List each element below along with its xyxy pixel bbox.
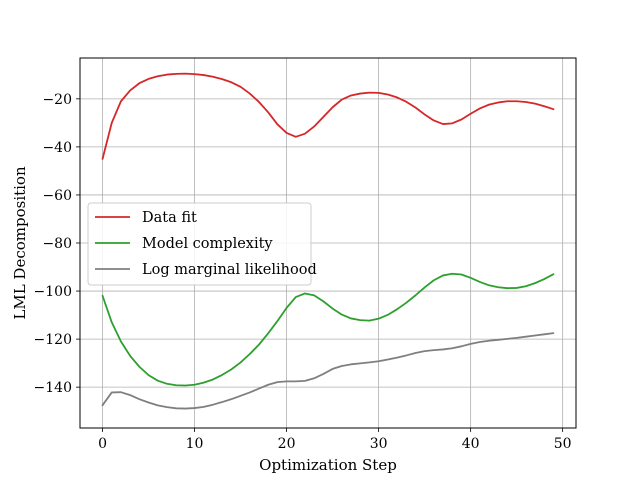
legend-box xyxy=(87,202,312,286)
x-axis-label: Optimization Step xyxy=(259,456,397,474)
x-tick-label: 10 xyxy=(186,436,204,452)
series-lines xyxy=(101,72,555,410)
plot-frame xyxy=(79,57,577,429)
y-tick-label: −40 xyxy=(42,140,72,156)
x-tick-label: 0 xyxy=(98,436,107,452)
y-tick-label: −100 xyxy=(34,284,72,300)
x-tick-label: 50 xyxy=(554,436,572,452)
x-tick-label: 30 xyxy=(370,436,388,452)
y-axis-label: LML Decomposition xyxy=(11,166,29,320)
y-tick-label: −60 xyxy=(42,188,72,204)
x-tick-label: 40 xyxy=(462,436,480,452)
legend-label-log-marginal-likelihood: Log marginal likelihood xyxy=(142,262,317,278)
series-line-log-marginal-likelihood xyxy=(101,332,555,410)
series-line-data-fit xyxy=(101,72,555,160)
y-tick-label: −140 xyxy=(34,380,72,396)
y-tick-label: −20 xyxy=(42,92,72,108)
x-tick-label: 20 xyxy=(278,436,296,452)
y-tick-label: −120 xyxy=(34,332,72,348)
legend-label-data-fit: Data fit xyxy=(142,210,197,226)
y-tick-label: −80 xyxy=(42,236,72,252)
series-line-model-complexity xyxy=(101,272,555,387)
legend: Data fit Model complexity Log marginal lik… xyxy=(87,202,317,286)
x-axis-ticks: 0 10 20 30 40 50 xyxy=(98,428,572,452)
legend-label-model-complexity: Model complexity xyxy=(142,236,273,252)
y-axis-ticks: −140 −120 −100 −80 −60 −40 −20 xyxy=(34,92,80,396)
